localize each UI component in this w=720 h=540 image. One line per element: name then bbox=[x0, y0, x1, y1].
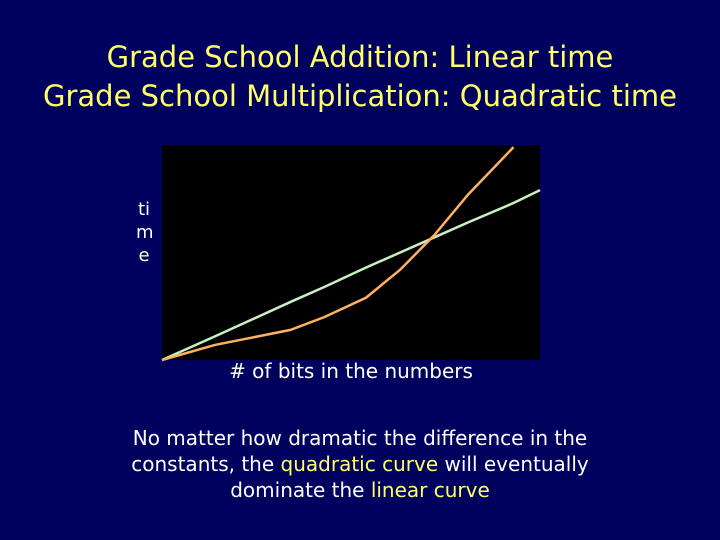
caption-line: dominate the linear curve bbox=[0, 477, 720, 503]
title-line: Grade School Multiplication: Quadratic t… bbox=[43, 79, 677, 113]
caption-text: constants, the bbox=[131, 452, 275, 476]
caption-text: will eventually bbox=[444, 452, 589, 476]
series-line bbox=[161, 189, 541, 362]
caption-text: No matter how dramatic the difference in… bbox=[132, 426, 588, 450]
x-axis-label: # of bits in the numbers bbox=[229, 359, 473, 383]
caption-highlight: linear curve bbox=[370, 478, 490, 502]
caption-line: constants, the quadratic curve will even… bbox=[0, 451, 720, 477]
caption-highlight: quadratic curve bbox=[280, 452, 439, 476]
title-line: Grade School Addition: Linear time bbox=[106, 40, 614, 74]
caption-text: dominate the bbox=[230, 478, 365, 502]
caption: No matter how dramatic the difference in… bbox=[0, 425, 720, 503]
caption-line: No matter how dramatic the difference in… bbox=[0, 425, 720, 451]
plot-area bbox=[162, 145, 540, 360]
series-line bbox=[161, 146, 515, 362]
y-axis-label: time bbox=[136, 199, 154, 266]
